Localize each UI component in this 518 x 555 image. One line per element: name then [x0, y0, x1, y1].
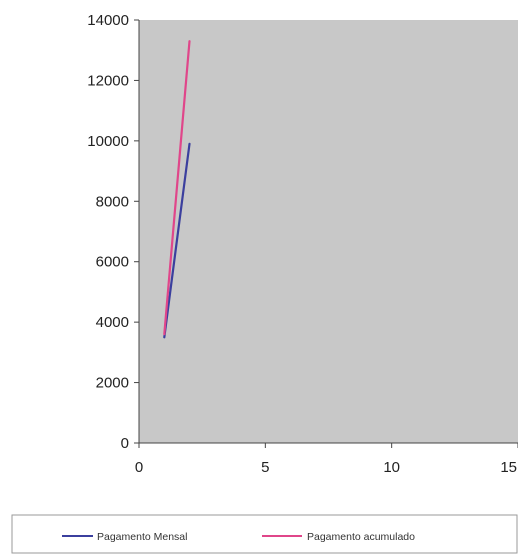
series-line-pagamento-acumulado [163, 40, 191, 336]
x-tick-label: 0 [135, 459, 143, 476]
series-line-pagamento-mensal [163, 142, 191, 339]
x-axis-ticks: 0 5 10 15 [135, 443, 518, 476]
y-tick-label: 10000 [87, 133, 129, 150]
y-tick-label: 14000 [87, 12, 129, 29]
x-tick-label: 5 [261, 459, 269, 476]
plot-area [139, 20, 518, 443]
y-tick-label: 6000 [96, 254, 129, 271]
series-lines [163, 40, 191, 339]
y-tick-label: 8000 [96, 193, 129, 210]
legend-box [11, 514, 518, 554]
y-tick-label: 2000 [96, 375, 129, 392]
y-tick-label: 4000 [96, 314, 129, 331]
y-tick-label: 12000 [87, 72, 129, 89]
y-tick-label: 0 [121, 435, 129, 452]
legend-label-pagamento-acumulado: Pagamento acumulado [307, 531, 415, 543]
x-tick-label: 10 [383, 459, 400, 476]
y-axis-ticks: 0 2000 4000 6000 8000 10000 12000 14000 [87, 12, 139, 452]
x-tick-label: 15 [500, 459, 517, 476]
legend-label-pagamento-mensal: Pagamento Mensal [97, 531, 187, 543]
